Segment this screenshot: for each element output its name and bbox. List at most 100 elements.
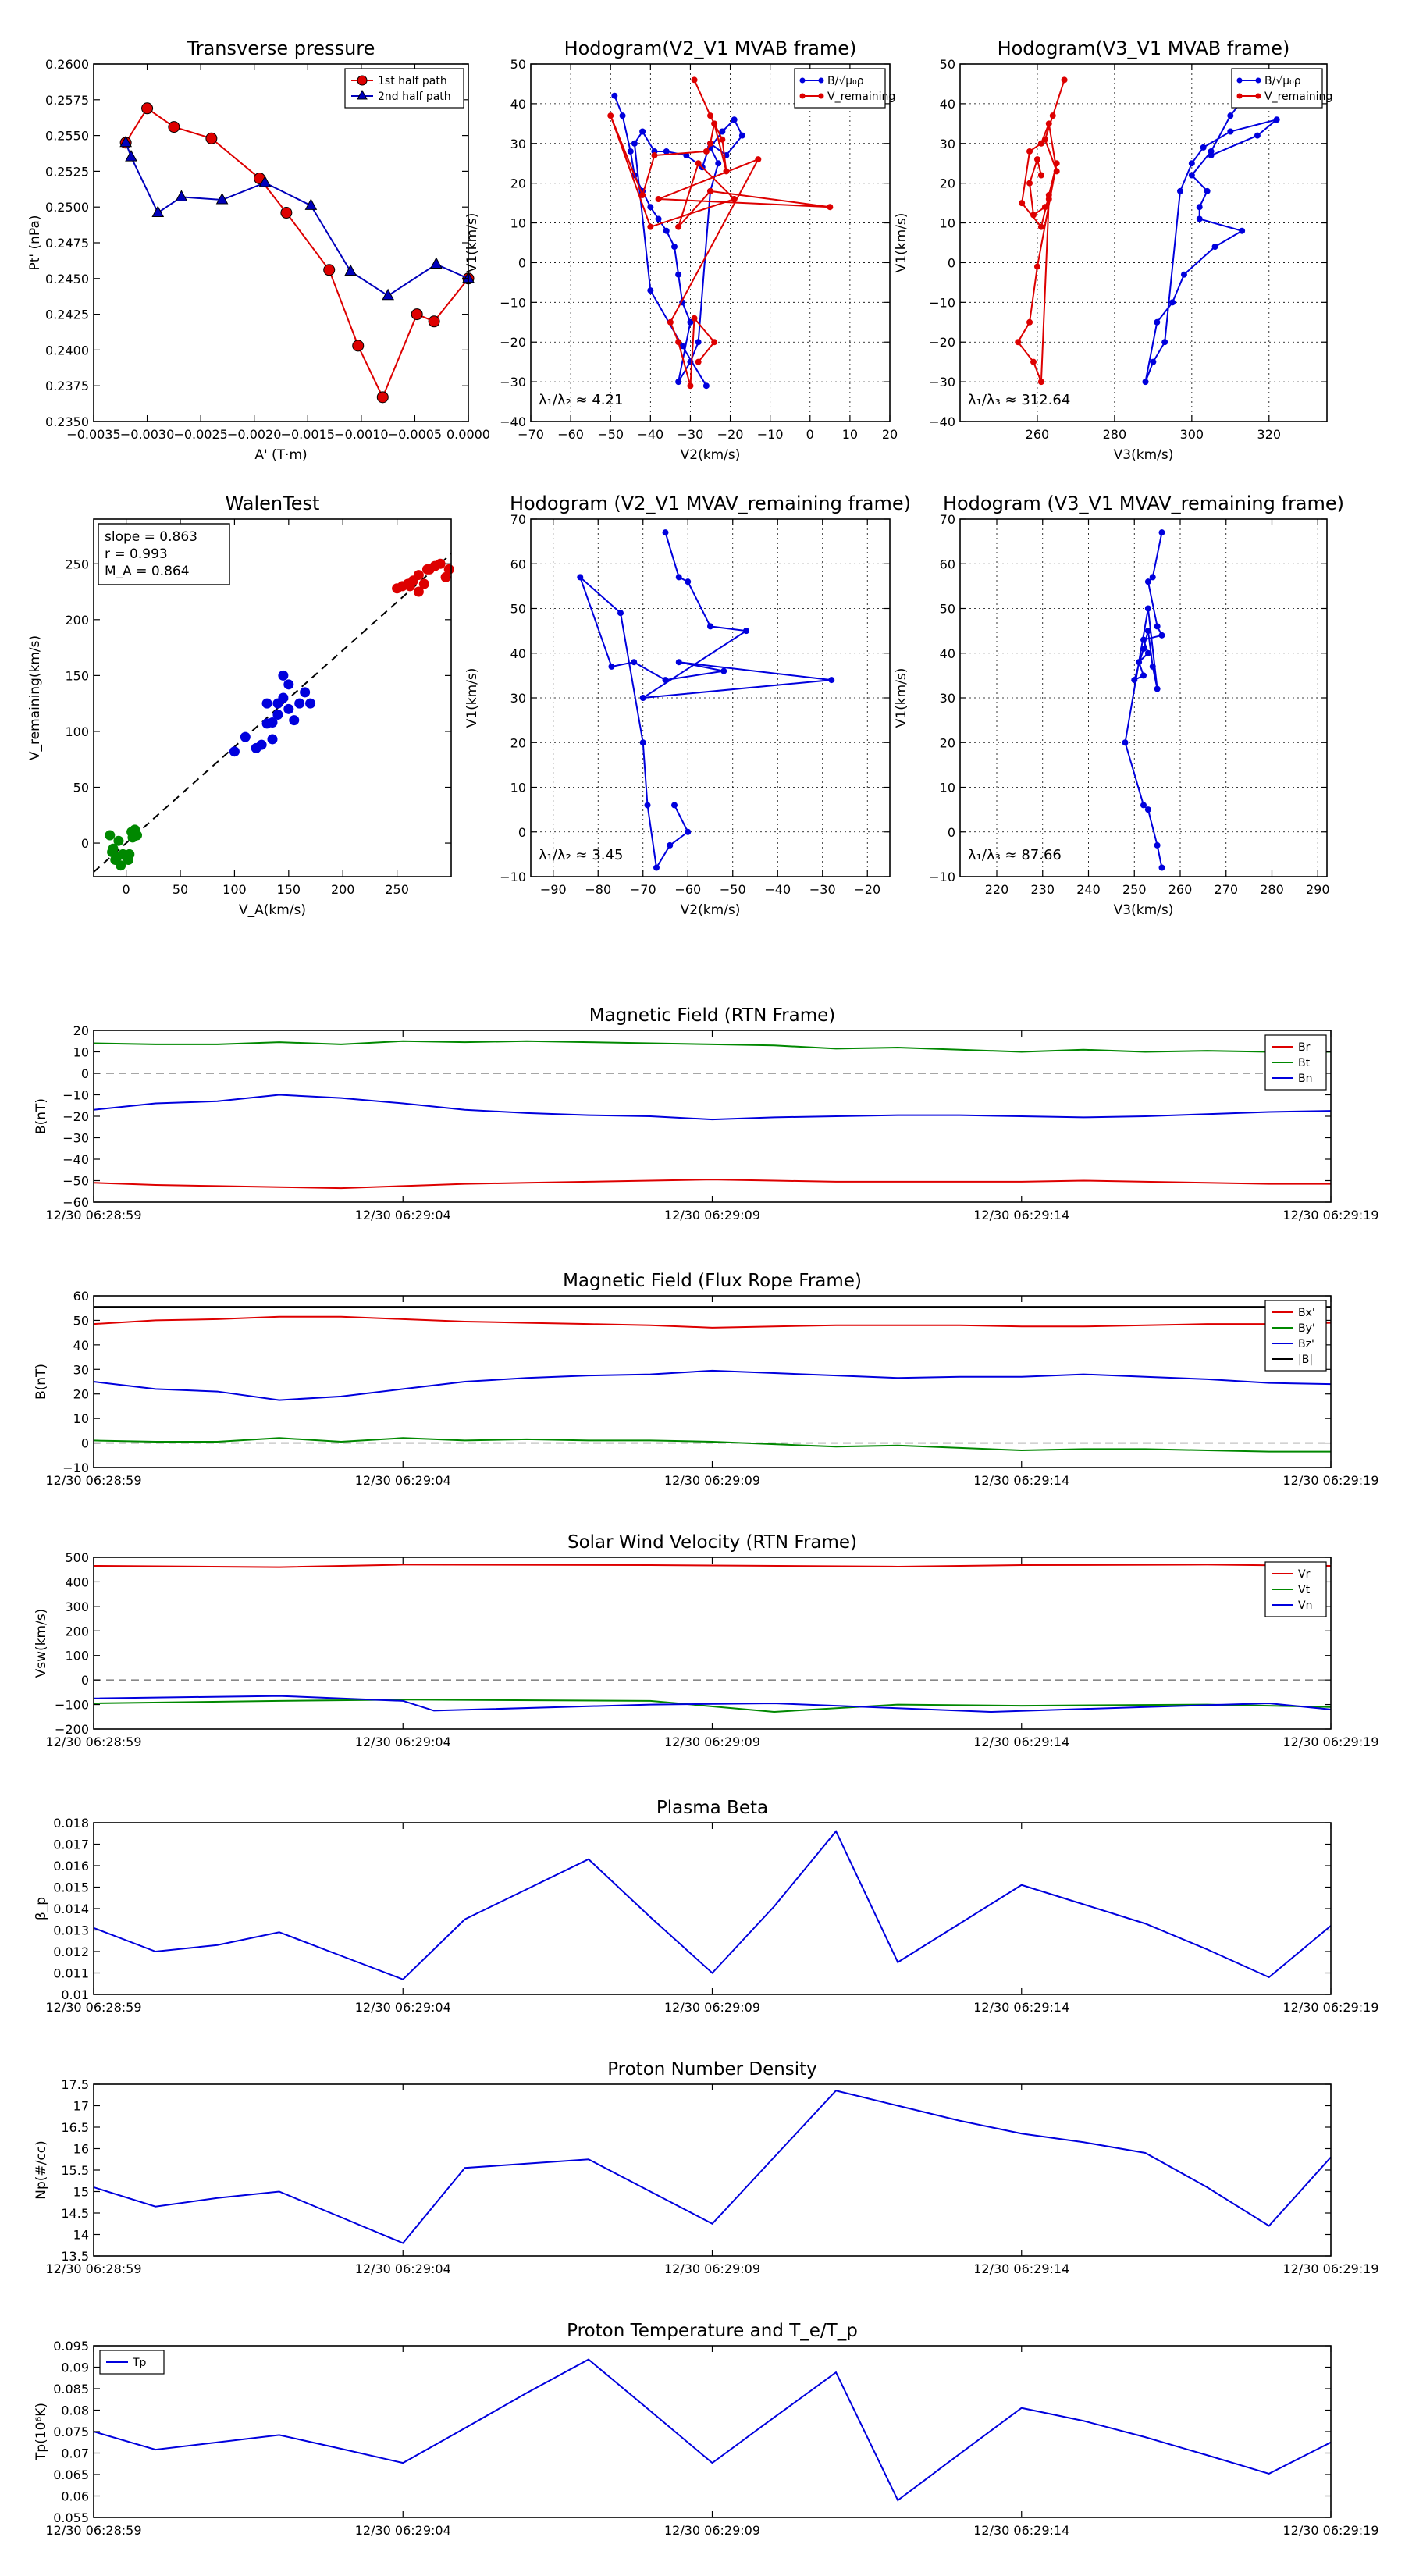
proton-number-density-ytick-label-5: 16 <box>73 2142 89 2157</box>
transverse-pressure-series-1-point-7 <box>344 264 357 276</box>
walen-test-series-1-point-9 <box>278 692 289 703</box>
magnetic-field-flux-rope-xtick-label-4: 12/30 06:29:19 <box>1282 1473 1378 1488</box>
walen-test-series-2-point-12 <box>404 581 415 592</box>
walen-test-ytick-label-4: 200 <box>65 613 89 628</box>
hodogram-v2-v1-mvab-ytick-label-3: −10 <box>500 295 526 310</box>
proton-temperature-legend-label-0: Tp <box>132 2357 147 2369</box>
hodogram-v2-v1-mvab-series-0-point-29 <box>647 287 654 294</box>
hodogram-v2-v1-mvab-chart: Hodogram(V2_V1 MVAB frame) −70 −60 −50 −40 −3… <box>464 37 898 463</box>
transverse-pressure-series-0-point-3 <box>205 132 218 144</box>
hodogram-v2-v1-mvav-series-0-point-1 <box>675 574 682 581</box>
walen-test-series-0-point-15 <box>117 849 128 859</box>
hodogram-v3-v1-mvav-ytick-label-5: 40 <box>940 646 955 661</box>
magnetic-field-rtn-series-2-line <box>94 1094 1331 1121</box>
proton-temperature-ytick-label-8: 0.095 <box>53 2339 89 2354</box>
transverse-pressure-ytick-label-1: 0.2375 <box>45 379 89 393</box>
hodogram-v2-v1-mvab-series-1-point-22 <box>711 339 718 346</box>
hodogram-v3-v1-mvab-xtick-label-3: 320 <box>1257 427 1282 442</box>
solar-wind-velocity-legend-label-2: Vn <box>1298 1599 1312 1612</box>
magnetic-field-flux-rope-ytick-label-6: 50 <box>73 1313 89 1328</box>
hodogram-v2-v1-mvab-series-1-point-18 <box>667 318 674 326</box>
transverse-pressure-series-0-line <box>125 107 468 400</box>
hodogram-v2-v1-mvav-xtick-label-5: −40 <box>764 882 791 897</box>
hodogram-v3-v1-mvav-xtick-label-4: 260 <box>1168 882 1193 897</box>
hodogram-v3-v1-mvav-series-0-point-12 <box>1149 663 1156 670</box>
proton-temperature-ytick-label-7: 0.09 <box>61 2361 89 2375</box>
hodogram-v3-v1-mvav-annotation: λ₁/λ₃ ≈ 87.66 <box>968 847 1062 863</box>
hodogram-v3-v1-mvav-ytick-label-1: 0 <box>948 825 955 840</box>
transverse-pressure-xtick-label-5: −0.0010 <box>334 427 388 442</box>
transverse-pressure-ytick-label-10: 0.2600 <box>45 57 89 72</box>
hodogram-v2-v1-mvab-series-0-point-7 <box>663 227 670 234</box>
hodogram-v3-v1-mvab-legend-dot-b-1 <box>1255 93 1261 99</box>
hodogram-v3-v1-mvab-xlabel: V3(km/s) <box>1114 447 1174 463</box>
hodogram-v2-v1-mvab-series-1-point-15 <box>827 204 834 211</box>
magnetic-field-flux-rope-xtick-label-1: 12/30 06:29:04 <box>355 1473 451 1488</box>
magnetic-field-flux-rope-legend-label-0: Bx' <box>1298 1307 1315 1319</box>
transverse-pressure-ylabel: Pt' (nPa) <box>27 215 43 271</box>
hodogram-v2-v1-mvav-series-0-point-16 <box>653 864 660 871</box>
hodogram-v3-v1-mvab-legend-dot-a-0 <box>1236 77 1243 84</box>
magnetic-field-rtn-ytick-label-6: 0 <box>81 1066 89 1081</box>
plasma-beta-ytick-label-5: 0.015 <box>53 1880 89 1895</box>
hodogram-v3-v1-mvab-series-1-point-19 <box>1026 180 1033 187</box>
hodogram-v2-v1-mvab-series-0-point-25 <box>663 148 670 155</box>
hodogram-v2-v1-mvav-series-0-point-10 <box>631 659 638 666</box>
hodogram-v2-v1-mvab-series-0-point-11 <box>687 318 694 326</box>
magnetic-field-flux-rope-ylabel: B(nT) <box>34 1364 49 1400</box>
hodogram-v2-v1-mvab-series-0-point-14 <box>695 339 702 346</box>
hodogram-v2-v1-mvab-legend-dot-a-1 <box>799 93 806 99</box>
hodogram-v2-v1-mvab-legend-dot-b-0 <box>818 77 824 84</box>
hodogram-v2-v1-mvav-xtick-label-4: −50 <box>720 882 746 897</box>
hodogram-v3-v1-mvav-series-0-point-14 <box>1144 605 1151 612</box>
hodogram-v2-v1-mvav-ytick-label-7: 60 <box>510 557 526 571</box>
hodogram-v3-v1-mvav-ytick-label-7: 60 <box>940 557 955 571</box>
hodogram-v2-v1-mvab-series-0-point-18 <box>719 128 726 135</box>
hodogram-v2-v1-mvab-xtick-label-4: −30 <box>678 427 704 442</box>
hodogram-v3-v1-mvav-xlabel: V3(km/s) <box>1114 902 1174 918</box>
transverse-pressure-xtick-label-0: −0.0035 <box>66 427 120 442</box>
solar-wind-velocity-ytick-label-3: 100 <box>65 1649 89 1663</box>
hodogram-v2-v1-mvab-series-1-line <box>610 79 831 386</box>
hodogram-v3-v1-mvab-series-0-point-10 <box>1169 299 1176 306</box>
hodogram-v3-v1-mvav-series-0-point-19 <box>1158 864 1165 871</box>
hodogram-v2-v1-mvav-ytick-label-2: 10 <box>510 781 526 795</box>
transverse-pressure-xlabel: A' (T·m) <box>254 447 307 463</box>
proton-number-density-ytick-label-8: 17.5 <box>61 2077 89 2092</box>
hodogram-v3-v1-mvav-xtick-label-7: 290 <box>1306 882 1330 897</box>
walen-test-series-0-point-0 <box>105 830 116 841</box>
magnetic-field-flux-rope-xtick-label-2: 12/30 06:29:09 <box>664 1473 760 1488</box>
solar-wind-velocity-xtick-label-0: 12/30 06:28:59 <box>45 1735 141 1749</box>
hodogram-v3-v1-mvab-xtick-label-0: 260 <box>1026 427 1050 442</box>
magnetic-field-flux-rope-legend-label-3: |B| <box>1298 1354 1313 1366</box>
hodogram-v2-v1-mvab-legend-dot-b-1 <box>818 93 824 99</box>
proton-number-density-series-0-line <box>94 2090 1331 2244</box>
hodogram-v2-v1-mvab-series-1-point-14 <box>707 187 713 194</box>
hodogram-v3-v1-mvab-chart: Hodogram(V3_V1 MVAB frame)260 280 300 320−4… <box>894 37 1332 463</box>
hodogram-v3-v1-mvab-title: Hodogram(V3_V1 MVAB frame) <box>998 37 1290 59</box>
hodogram-v2-v1-mvab-series-1-point-3 <box>723 168 730 175</box>
hodogram-v3-v1-mvav-series-0-point-7 <box>1136 659 1143 666</box>
plasma-beta-ytick-label-7: 0.017 <box>53 1838 89 1852</box>
hodogram-v3-v1-mvab-series-0-point-13 <box>1150 358 1157 365</box>
hodogram-v2-v1-mvab-frame <box>530 63 891 422</box>
walen-test-series-1-point-13 <box>300 687 311 698</box>
proton-temperature-ylabel: Tp(10⁶K) <box>34 2403 49 2461</box>
hodogram-v3-v1-mvav-series-0-point-11 <box>1144 628 1151 635</box>
walen-test-series-2-point-5 <box>413 570 424 581</box>
transverse-pressure-frame <box>93 63 469 422</box>
hodogram-v3-v1-mvav-xtick-label-5: 270 <box>1214 882 1238 897</box>
hodogram-v3-v1-mvab-series-1-point-17 <box>1041 204 1048 211</box>
hodogram-v2-v1-mvab-legend-label-1: V_remaining <box>827 91 895 103</box>
plasma-beta-ytick-label-4: 0.014 <box>53 1902 89 1916</box>
transverse-pressure-legend-marker-0 <box>357 75 368 86</box>
magnetic-field-flux-rope-ytick-label-4: 30 <box>73 1362 89 1377</box>
hodogram-v2-v1-mvab-xtick-label-1: −60 <box>557 427 584 442</box>
walen-test-series-1-point-6 <box>272 709 283 720</box>
hodogram-v2-v1-mvav-series-0-point-5 <box>639 695 646 701</box>
solar-wind-velocity-ytick-label-2: 0 <box>81 1673 89 1688</box>
magnetic-field-flux-rope-ytick-label-7: 60 <box>73 1289 89 1304</box>
hodogram-v3-v1-mvab-series-1-point-10 <box>1053 160 1060 167</box>
hodogram-v2-v1-mvab-legend-dot-a-0 <box>799 77 806 84</box>
